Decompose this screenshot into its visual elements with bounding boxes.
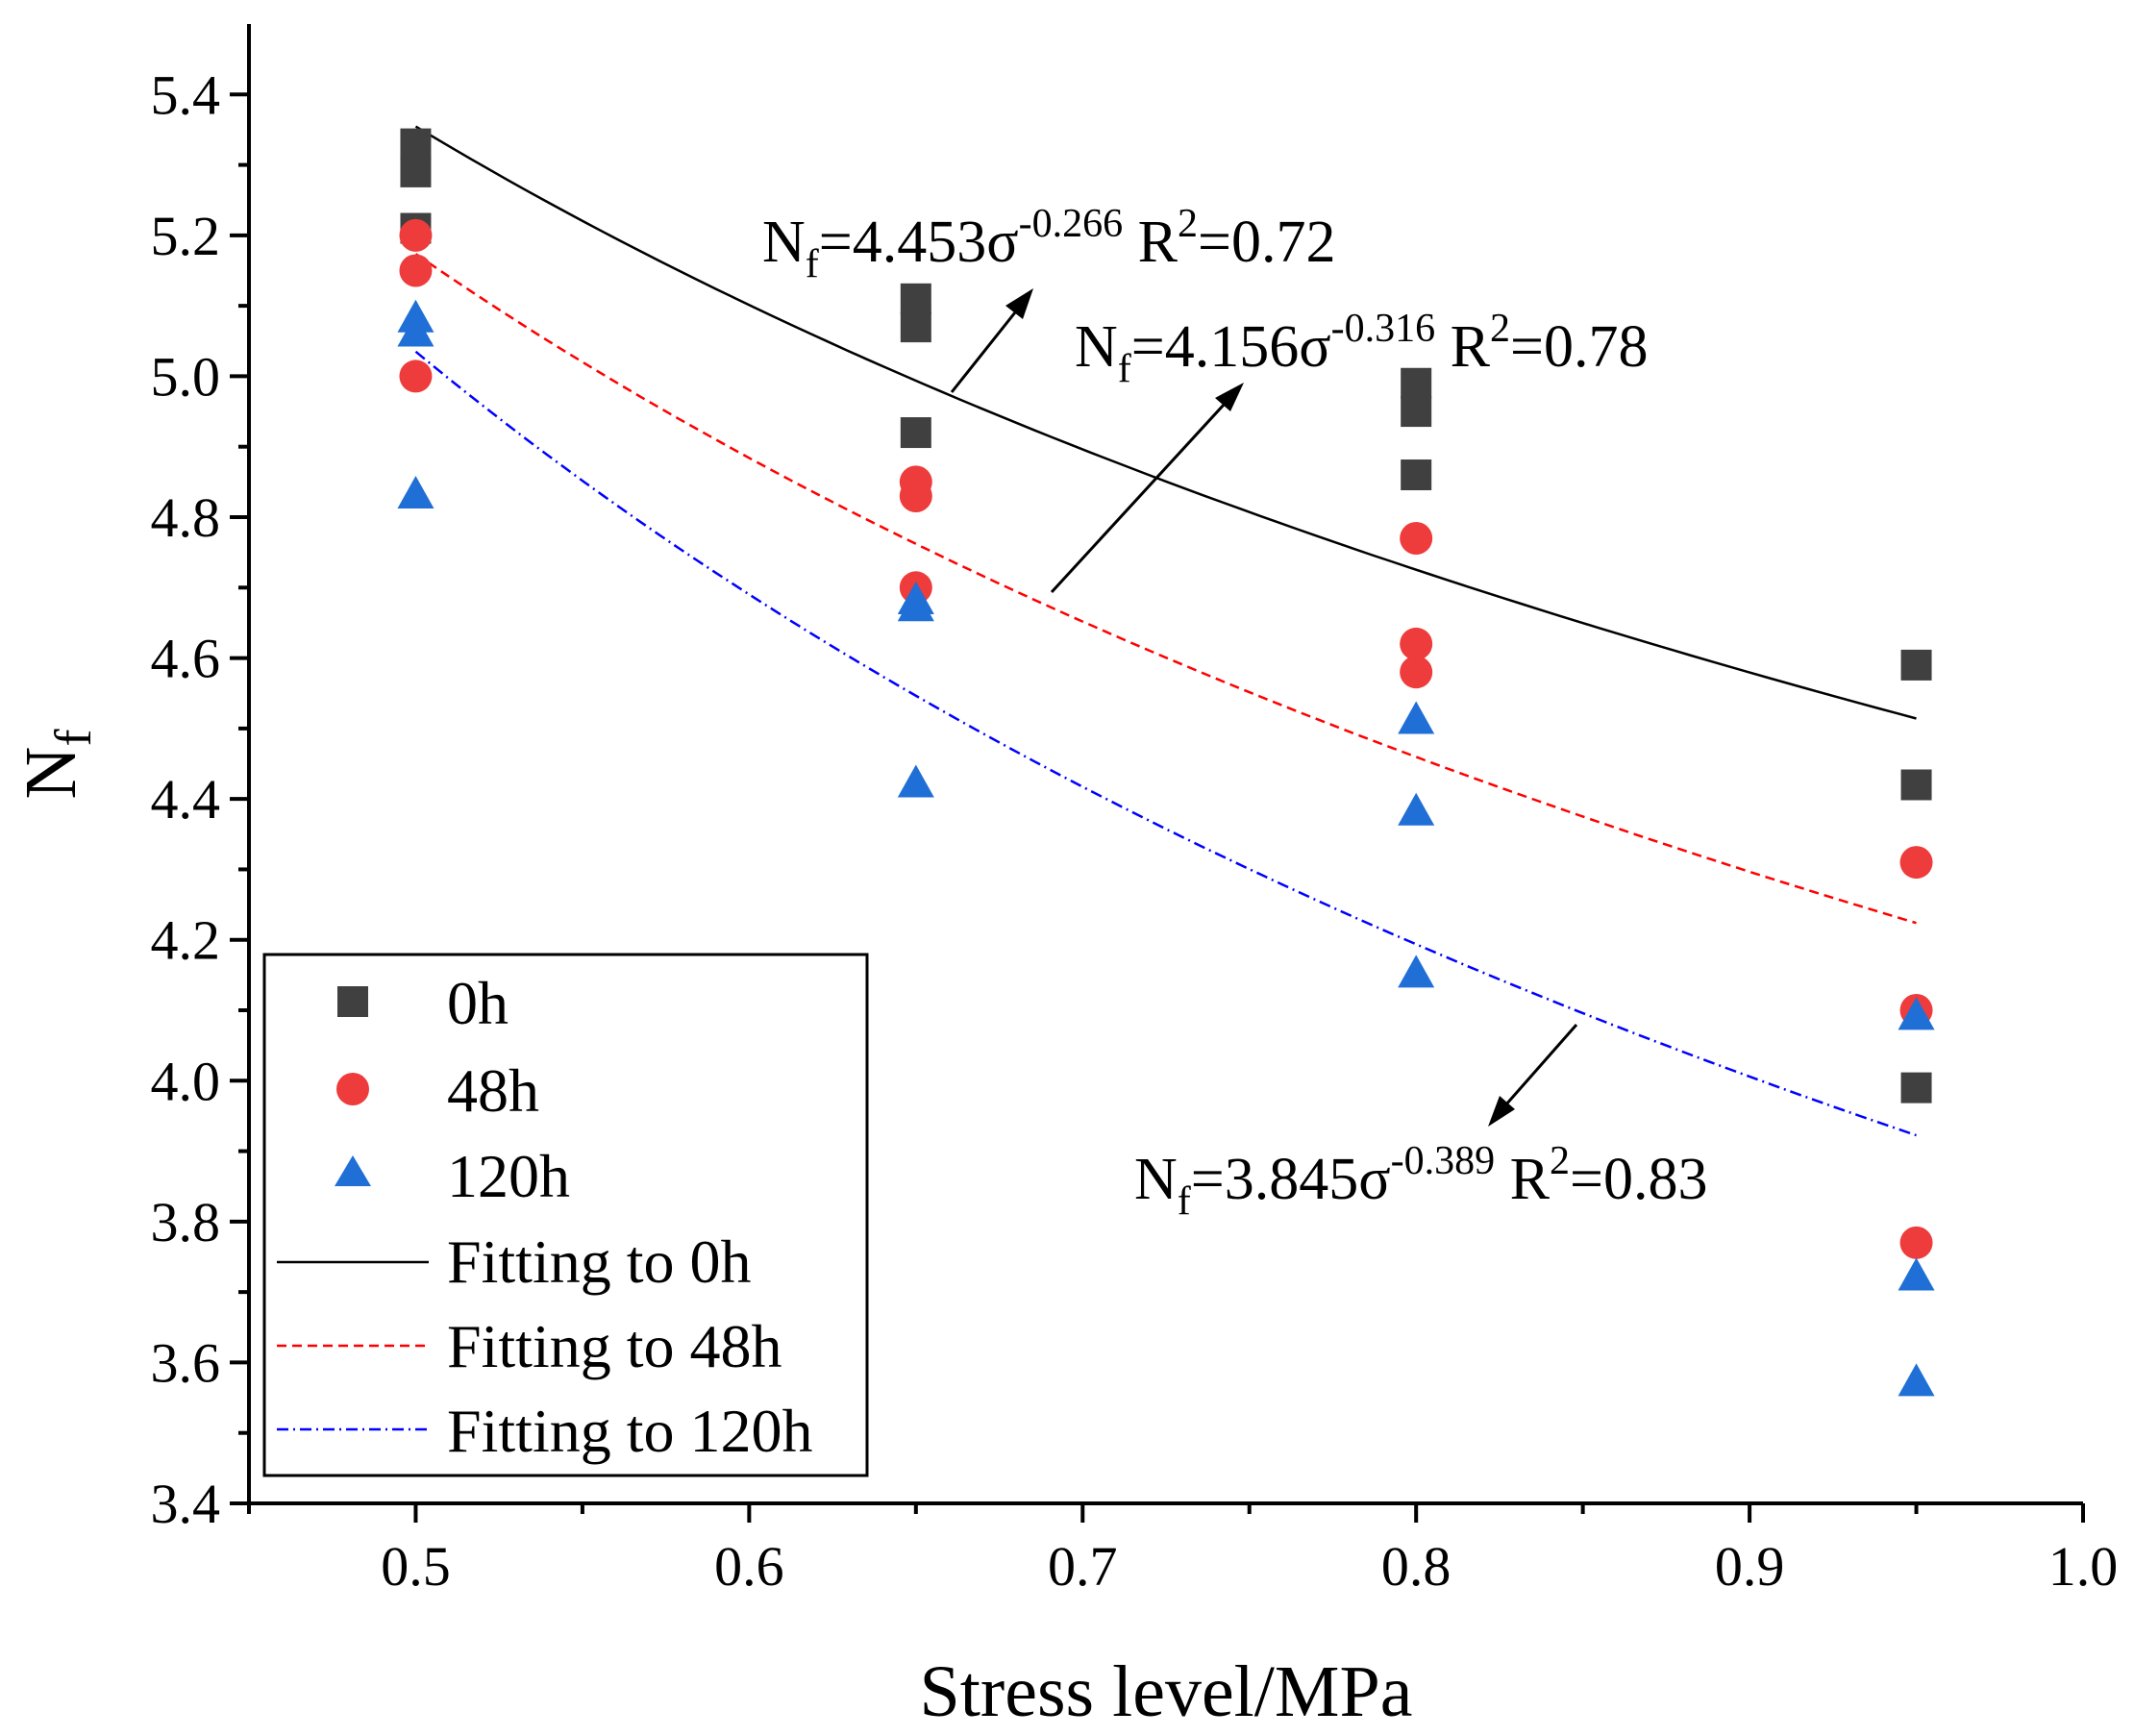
y-tick-label-5-0: 5.0 [151, 345, 221, 408]
point-0h-square [1900, 1072, 1932, 1104]
fit-curves [414, 125, 1917, 1137]
legend-label-120h: 120h [447, 1142, 570, 1210]
y-axis-title: Nf [11, 730, 102, 800]
y-axis-title-main: N [11, 747, 91, 800]
y-axis-title-subscript: f [44, 730, 102, 747]
x-tick-label-0-6: 0.6 [714, 1535, 784, 1598]
legend-label-48h: 48h [447, 1056, 539, 1125]
point-48h-circle [399, 360, 433, 393]
point-120h-triangle [1898, 997, 1935, 1030]
fit-curve-fitting-to-48h [414, 253, 1917, 925]
x-tick-label-1-0: 1.0 [2048, 1535, 2119, 1598]
point-0h-square [1401, 459, 1432, 491]
point-120h-triangle [1398, 792, 1435, 826]
legend-label-fit-0h: Fitting to 0h [447, 1228, 752, 1296]
y-tick-label-5-2: 5.2 [151, 205, 221, 267]
x-tick-label-0-8: 0.8 [1381, 1535, 1452, 1598]
fit-curve-fitting-to-0h [414, 125, 1917, 720]
point-48h-circle [1400, 521, 1433, 555]
point-120h-triangle [1898, 1257, 1935, 1291]
point-120h-triangle [397, 476, 434, 509]
point-120h-triangle [1398, 955, 1435, 988]
fit-curve-fitting-to-120h [414, 350, 1917, 1137]
y-tick-label-3-4: 3.4 [151, 1473, 221, 1535]
y-tick-label-5-4: 5.4 [151, 63, 221, 126]
y-tick-label-4-0: 4.0 [151, 1050, 221, 1112]
point-120h-triangle [897, 588, 934, 622]
legend-marker-48h [336, 1073, 369, 1105]
point-48h-circle [1400, 627, 1433, 660]
legend-box [262, 953, 869, 1477]
legend-marker-120h [335, 1155, 371, 1186]
annotation-arrowhead-120h [1488, 1096, 1515, 1127]
annotation-arrowhead-48h [1215, 383, 1244, 411]
annotation-arrow-0h [950, 307, 1021, 393]
y-tick-label-4-4: 4.4 [151, 768, 221, 831]
point-0h-square [900, 417, 931, 449]
annotation-fit-48h: Nf=4.156σ-0.316 R2=0.78 [1075, 307, 1649, 391]
annotation-fit-0h: Nf=4.453σ-0.266 R2=0.72 [762, 202, 1336, 286]
annotation-fit-120h: Nf=3.845σ-0.389 R2=0.83 [1134, 1139, 1708, 1224]
point-120h-triangle [897, 764, 934, 798]
point-0h-square [1401, 396, 1432, 428]
point-48h-circle [1899, 1226, 1933, 1259]
y-tick-label-4-2: 4.2 [151, 909, 221, 972]
point-120h-triangle [1398, 701, 1435, 734]
legend-label-fit-48h: Fitting to 48h [447, 1312, 782, 1380]
x-tick-label-0-5: 0.5 [381, 1535, 451, 1598]
annotation-arrow-120h [1503, 1024, 1578, 1106]
x-tick-label-0-7: 0.7 [1048, 1535, 1118, 1598]
annotation-arrow-48h [1050, 402, 1227, 594]
point-48h-circle [1899, 846, 1933, 880]
data-points [397, 128, 1935, 1397]
y-tick-label-4-8: 4.8 [151, 486, 221, 549]
point-48h-circle [1400, 656, 1433, 689]
point-0h-square [400, 156, 432, 187]
x-tick-label-0-9: 0.9 [1715, 1535, 1785, 1598]
x-axis-ticks: 0.5 0.6 0.7 0.8 0.9 1.0 [247, 1503, 2119, 1598]
annotation-arrowhead-0h [1005, 288, 1033, 319]
y-axis-ticks: 3.4 3.6 3.8 4.0 4.2 4.4 4.6 4.8 5.0 5.2 5.4 [151, 63, 249, 1535]
point-48h-circle [399, 218, 433, 252]
y-tick-label-4-6: 4.6 [151, 628, 221, 690]
point-48h-circle [399, 254, 433, 287]
y-tick-label-3-8: 3.8 [151, 1191, 221, 1253]
point-0h-square [900, 311, 931, 343]
annotation-arrows [950, 288, 1578, 1127]
point-0h-square [400, 128, 432, 160]
legend-marker-0h [337, 986, 368, 1017]
point-0h-square [900, 283, 931, 314]
legend: 0h 48h 120h Fitting to 0h Fitting to 48h… [262, 953, 869, 1477]
point-0h-square [1900, 769, 1932, 801]
point-0h-square [1900, 649, 1932, 681]
y-tick-label-3-6: 3.6 [151, 1331, 221, 1394]
legend-label-fit-120h: Fitting to 120h [447, 1397, 813, 1465]
point-48h-circle [899, 480, 932, 513]
x-axis-title: Stress level/MPa [920, 1651, 1413, 1732]
point-0h-square [1401, 367, 1432, 399]
point-120h-triangle [397, 313, 434, 347]
legend-label-0h: 0h [447, 969, 509, 1037]
point-120h-triangle [1898, 1363, 1935, 1397]
